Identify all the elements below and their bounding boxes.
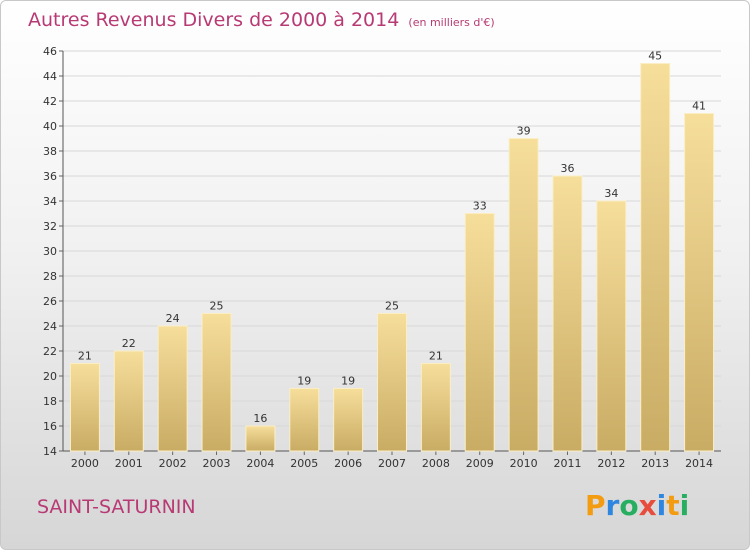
bar-2006 bbox=[333, 388, 364, 452]
x-tick-label: 2014 bbox=[685, 457, 713, 470]
value-label-2013: 45 bbox=[648, 50, 662, 63]
y-tick-label: 24 bbox=[43, 320, 57, 333]
y-tick-label: 14 bbox=[43, 445, 57, 458]
x-tick-label: 2010 bbox=[510, 457, 538, 470]
bar-2009 bbox=[464, 213, 495, 452]
y-tick-label: 38 bbox=[43, 145, 57, 158]
value-label-2008: 21 bbox=[429, 350, 443, 363]
value-label-2011: 36 bbox=[560, 162, 574, 175]
y-tick-label: 18 bbox=[43, 395, 57, 408]
x-tick-label: 2012 bbox=[597, 457, 625, 470]
bar-2003 bbox=[201, 313, 232, 452]
value-label-2009: 33 bbox=[473, 200, 487, 213]
bars bbox=[69, 63, 715, 452]
y-tick-label: 42 bbox=[43, 95, 57, 108]
y-tick-label: 40 bbox=[43, 120, 57, 133]
bar-2000 bbox=[69, 363, 100, 452]
x-tick-label: 2006 bbox=[334, 457, 362, 470]
y-tick-label: 46 bbox=[43, 45, 57, 58]
value-label-2003: 25 bbox=[210, 300, 224, 313]
value-label-2002: 24 bbox=[166, 312, 180, 325]
bar-2012 bbox=[596, 200, 627, 452]
logo-letter: o bbox=[619, 489, 639, 522]
bar-2011 bbox=[552, 175, 583, 452]
logo-letter: i bbox=[679, 489, 690, 522]
x-tick-label: 2013 bbox=[641, 457, 669, 470]
commune-name: SAINT-SATURNIN bbox=[37, 496, 196, 518]
y-tick-label: 44 bbox=[43, 70, 57, 83]
y-tick-label: 30 bbox=[43, 245, 57, 258]
bar-2005 bbox=[289, 388, 320, 452]
bar-2002 bbox=[157, 325, 188, 452]
bar-2004 bbox=[245, 425, 276, 452]
logo-letter: r bbox=[605, 489, 620, 522]
value-label-2000: 21 bbox=[78, 350, 92, 363]
bar-2013 bbox=[640, 63, 671, 452]
y-tick-label: 28 bbox=[43, 270, 57, 283]
axes: 14 16 18 20 22 24 26 28 30 32 34 36 38 40 42 44 46 2000 20… bbox=[43, 45, 721, 470]
x-tick-label: 2007 bbox=[378, 457, 406, 470]
x-tick-label: 2005 bbox=[290, 457, 318, 470]
value-label-2005: 19 bbox=[297, 375, 311, 388]
value-label-2012: 34 bbox=[604, 187, 618, 200]
x-tick-label: 2011 bbox=[553, 457, 581, 470]
value-label-2014: 41 bbox=[692, 100, 706, 113]
chart-title-main: Autres Revenus Divers de 2000 à 2014 bbox=[28, 9, 400, 31]
bar-2008 bbox=[420, 363, 451, 452]
y-tick-label: 36 bbox=[43, 170, 57, 183]
value-label-2001: 22 bbox=[122, 337, 136, 350]
logo-letter: t bbox=[666, 489, 680, 522]
y-tick-label: 22 bbox=[43, 345, 57, 358]
y-tick-label: 32 bbox=[43, 220, 57, 233]
bar-2014 bbox=[684, 113, 715, 452]
chart-title: Autres Revenus Divers de 2000 à 2014 (en… bbox=[28, 9, 495, 31]
logo-letter: P bbox=[585, 489, 606, 522]
x-tick-label: 2003 bbox=[203, 457, 231, 470]
logo-letter: i bbox=[656, 489, 667, 522]
value-labels: 21 22 24 25 16 19 19 25 21 33 39 36 34 45 41 bbox=[78, 50, 706, 426]
proxiti-logo: Proxiti bbox=[585, 489, 689, 522]
x-tick-label: 2000 bbox=[71, 457, 99, 470]
y-tick-label: 16 bbox=[43, 420, 57, 433]
y-tick-label: 26 bbox=[43, 295, 57, 308]
y-tick-label: 34 bbox=[43, 195, 57, 208]
y-tick-label: 20 bbox=[43, 370, 57, 383]
bar-2007 bbox=[377, 313, 407, 452]
value-label-2004: 16 bbox=[253, 412, 267, 425]
x-tick-label: 2009 bbox=[466, 457, 494, 470]
value-label-2006: 19 bbox=[341, 375, 355, 388]
bar-2010 bbox=[508, 138, 539, 452]
logo-letter: x bbox=[638, 489, 657, 522]
value-label-2010: 39 bbox=[517, 125, 531, 138]
bar-2001 bbox=[113, 350, 144, 452]
x-tick-label: 2004 bbox=[246, 457, 274, 470]
x-tick-label: 2008 bbox=[422, 457, 450, 470]
value-label-2007: 25 bbox=[385, 300, 399, 313]
x-tick-label: 2001 bbox=[115, 457, 143, 470]
x-tick-label: 2002 bbox=[159, 457, 187, 470]
chart-title-unit: (en milliers d'€) bbox=[408, 16, 495, 29]
